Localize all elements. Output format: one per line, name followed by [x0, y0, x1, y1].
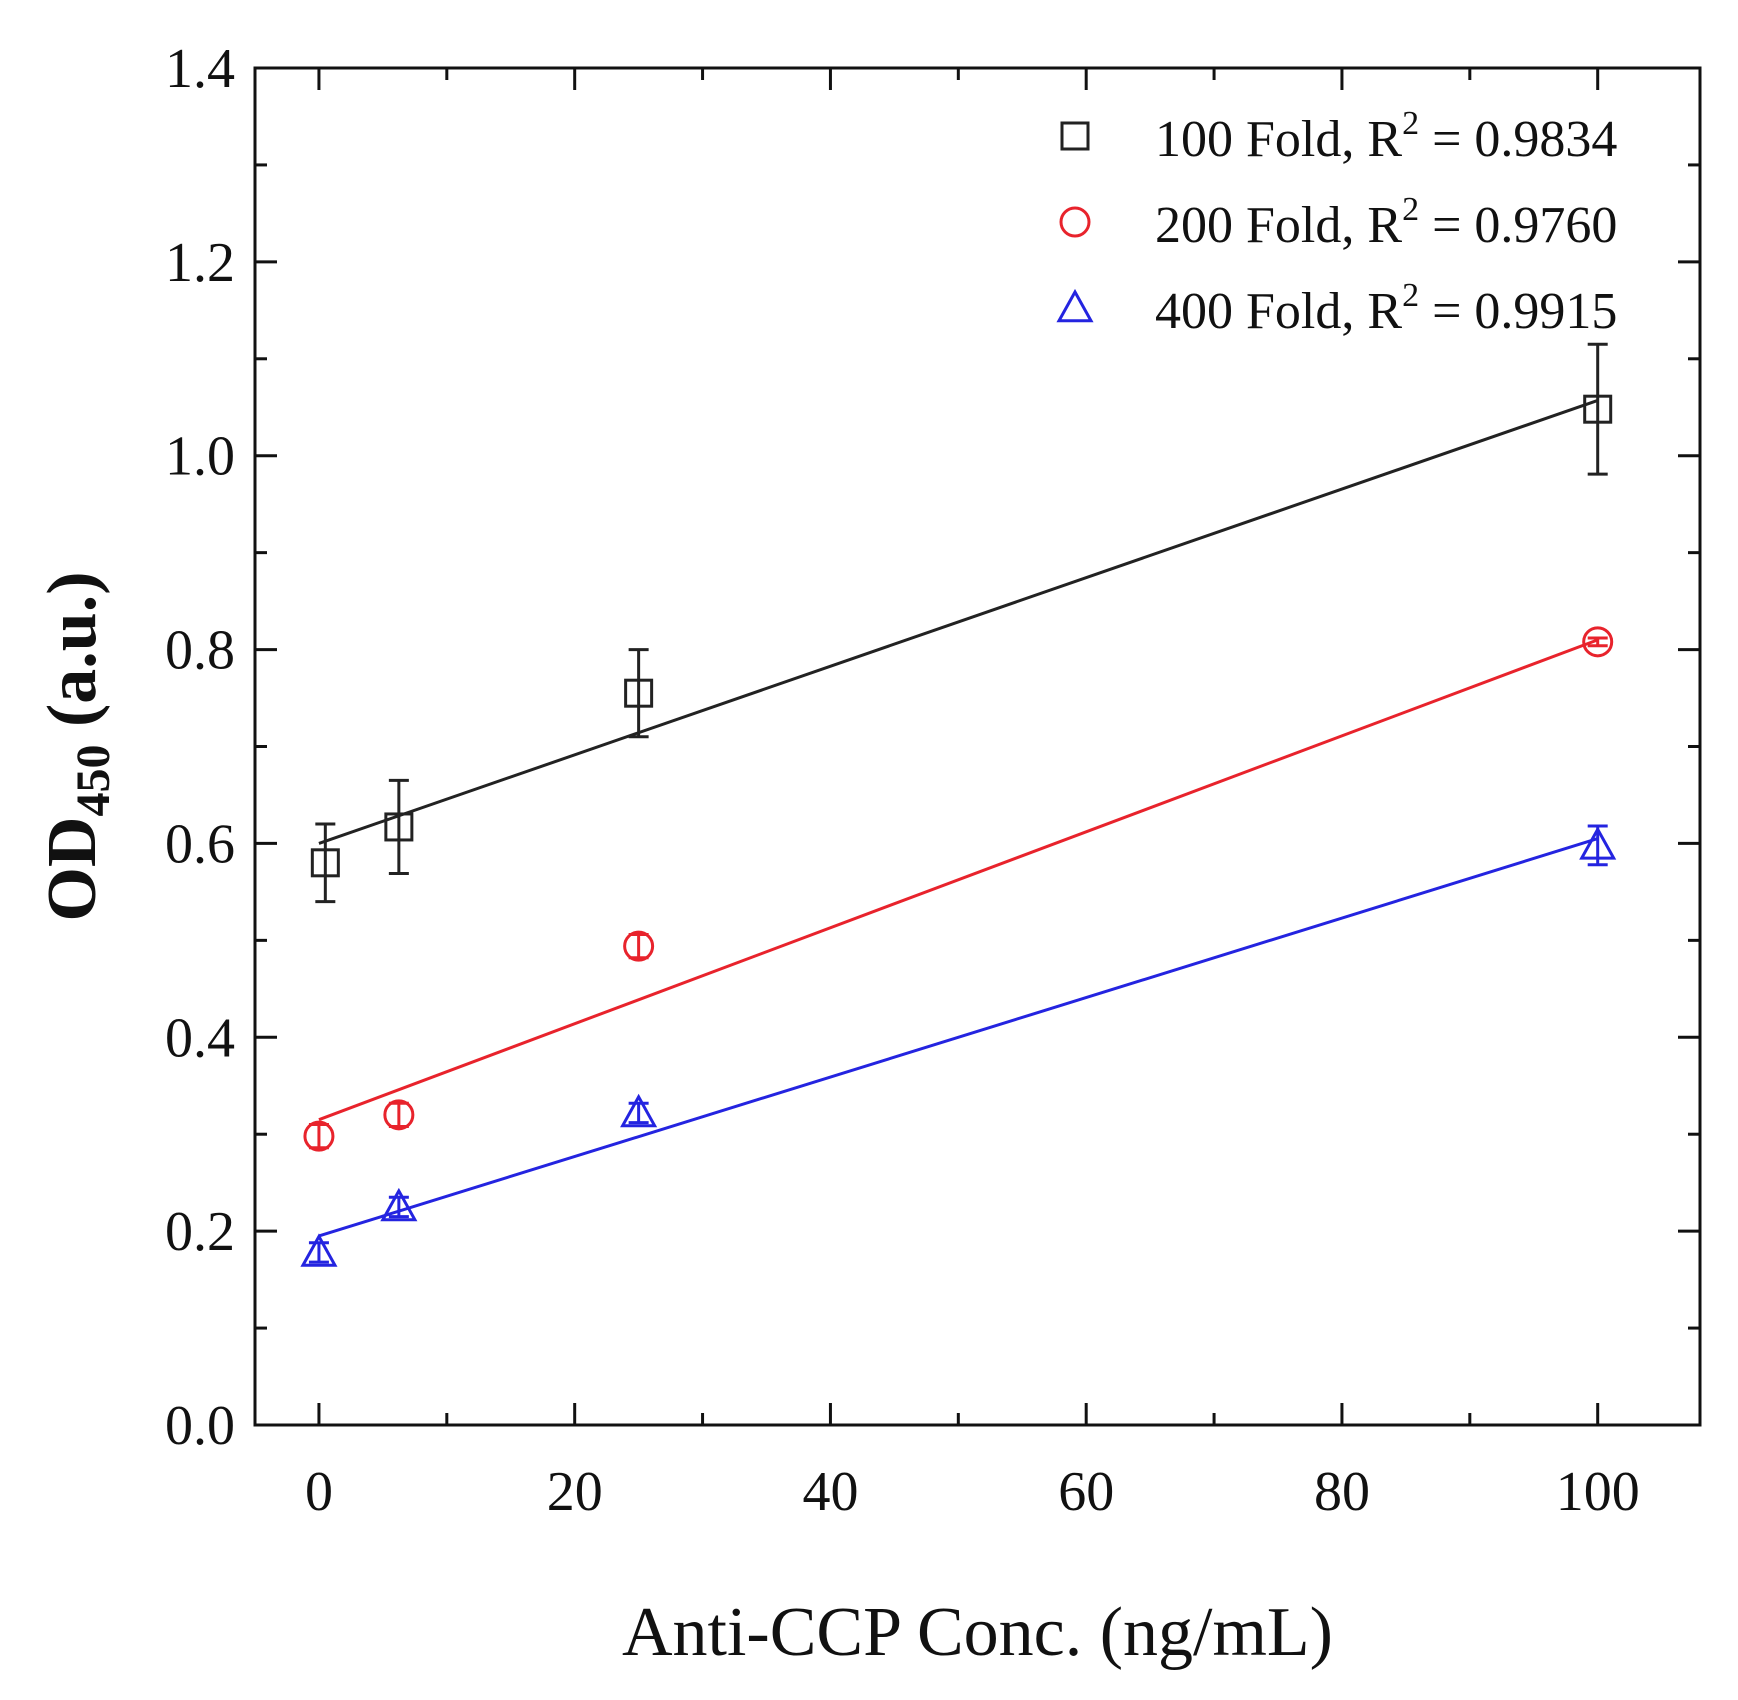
series-3 — [300, 824, 1617, 1267]
legend-label: 200 Fold, R2 = 0.9760 — [1155, 191, 1617, 254]
data-point-circle — [383, 1099, 415, 1131]
data-point-square — [1583, 394, 1613, 424]
data-point-triangle — [300, 1233, 338, 1267]
y-axis-title-unit: (a.u.) — [34, 571, 111, 744]
legend-marker — [1056, 288, 1094, 323]
fit-line — [318, 638, 1599, 1122]
y-tick-label: 1.2 — [165, 232, 235, 294]
y-tick-label: 0.6 — [165, 813, 235, 875]
y-tick-label: 1.0 — [165, 426, 235, 488]
fit-line — [318, 399, 1599, 845]
x-tick-label: 60 — [1058, 1461, 1114, 1523]
x-tick-label: 80 — [1314, 1461, 1370, 1523]
y-tick-label: 0.2 — [165, 1201, 235, 1263]
data-point-square — [624, 678, 654, 708]
x-tick-label: 100 — [1556, 1461, 1640, 1523]
data-point-square — [384, 812, 414, 842]
y-axis-title-main: OD — [34, 817, 111, 922]
data-point-circle — [303, 1120, 335, 1152]
x-tick-label: 0 — [305, 1461, 333, 1523]
data-point-circle — [1582, 626, 1614, 658]
series-2 — [303, 626, 1614, 1152]
series-1 — [310, 342, 1613, 904]
series-layer — [300, 342, 1617, 1267]
y-tick-label: 1.4 — [165, 38, 235, 100]
data-point-triangle — [620, 1093, 658, 1128]
data-point-triangle — [380, 1187, 418, 1222]
legend-marker — [1059, 206, 1091, 238]
y-tick-label: 0.0 — [165, 1395, 235, 1457]
legend-label: 100 Fold, R2 = 0.9834 — [1155, 105, 1617, 168]
legend: 100 Fold, R2 = 0.9834 200 Fold, R2 = 0.97… — [1056, 105, 1617, 340]
x-axis-title: Anti-CCP Conc. (ng/mL) — [622, 1594, 1333, 1671]
plot-frame — [253, 66, 1702, 1427]
data-point-circle — [623, 930, 655, 962]
x-tick-label: 40 — [802, 1461, 858, 1523]
x-tick-label: 20 — [547, 1461, 603, 1523]
data-point-triangle — [1579, 826, 1617, 860]
legend-marker — [1060, 121, 1090, 151]
fit-line — [318, 837, 1599, 1238]
y-axis-title: OD450 (a.u.) — [34, 571, 120, 921]
y-tick-label: 0.8 — [165, 620, 235, 682]
y-axis-title-subscript: 450 — [67, 745, 120, 817]
axes-layer: 0 20 40 60 80 100 0.0 0.2 0.4 0.6 0.8 1.0 1.2 1.4 — [165, 38, 1700, 1523]
data-point-square — [310, 848, 340, 878]
legend-label: 400 Fold, R2 = 0.9915 — [1155, 277, 1617, 340]
y-tick-label: 0.4 — [165, 1007, 235, 1069]
